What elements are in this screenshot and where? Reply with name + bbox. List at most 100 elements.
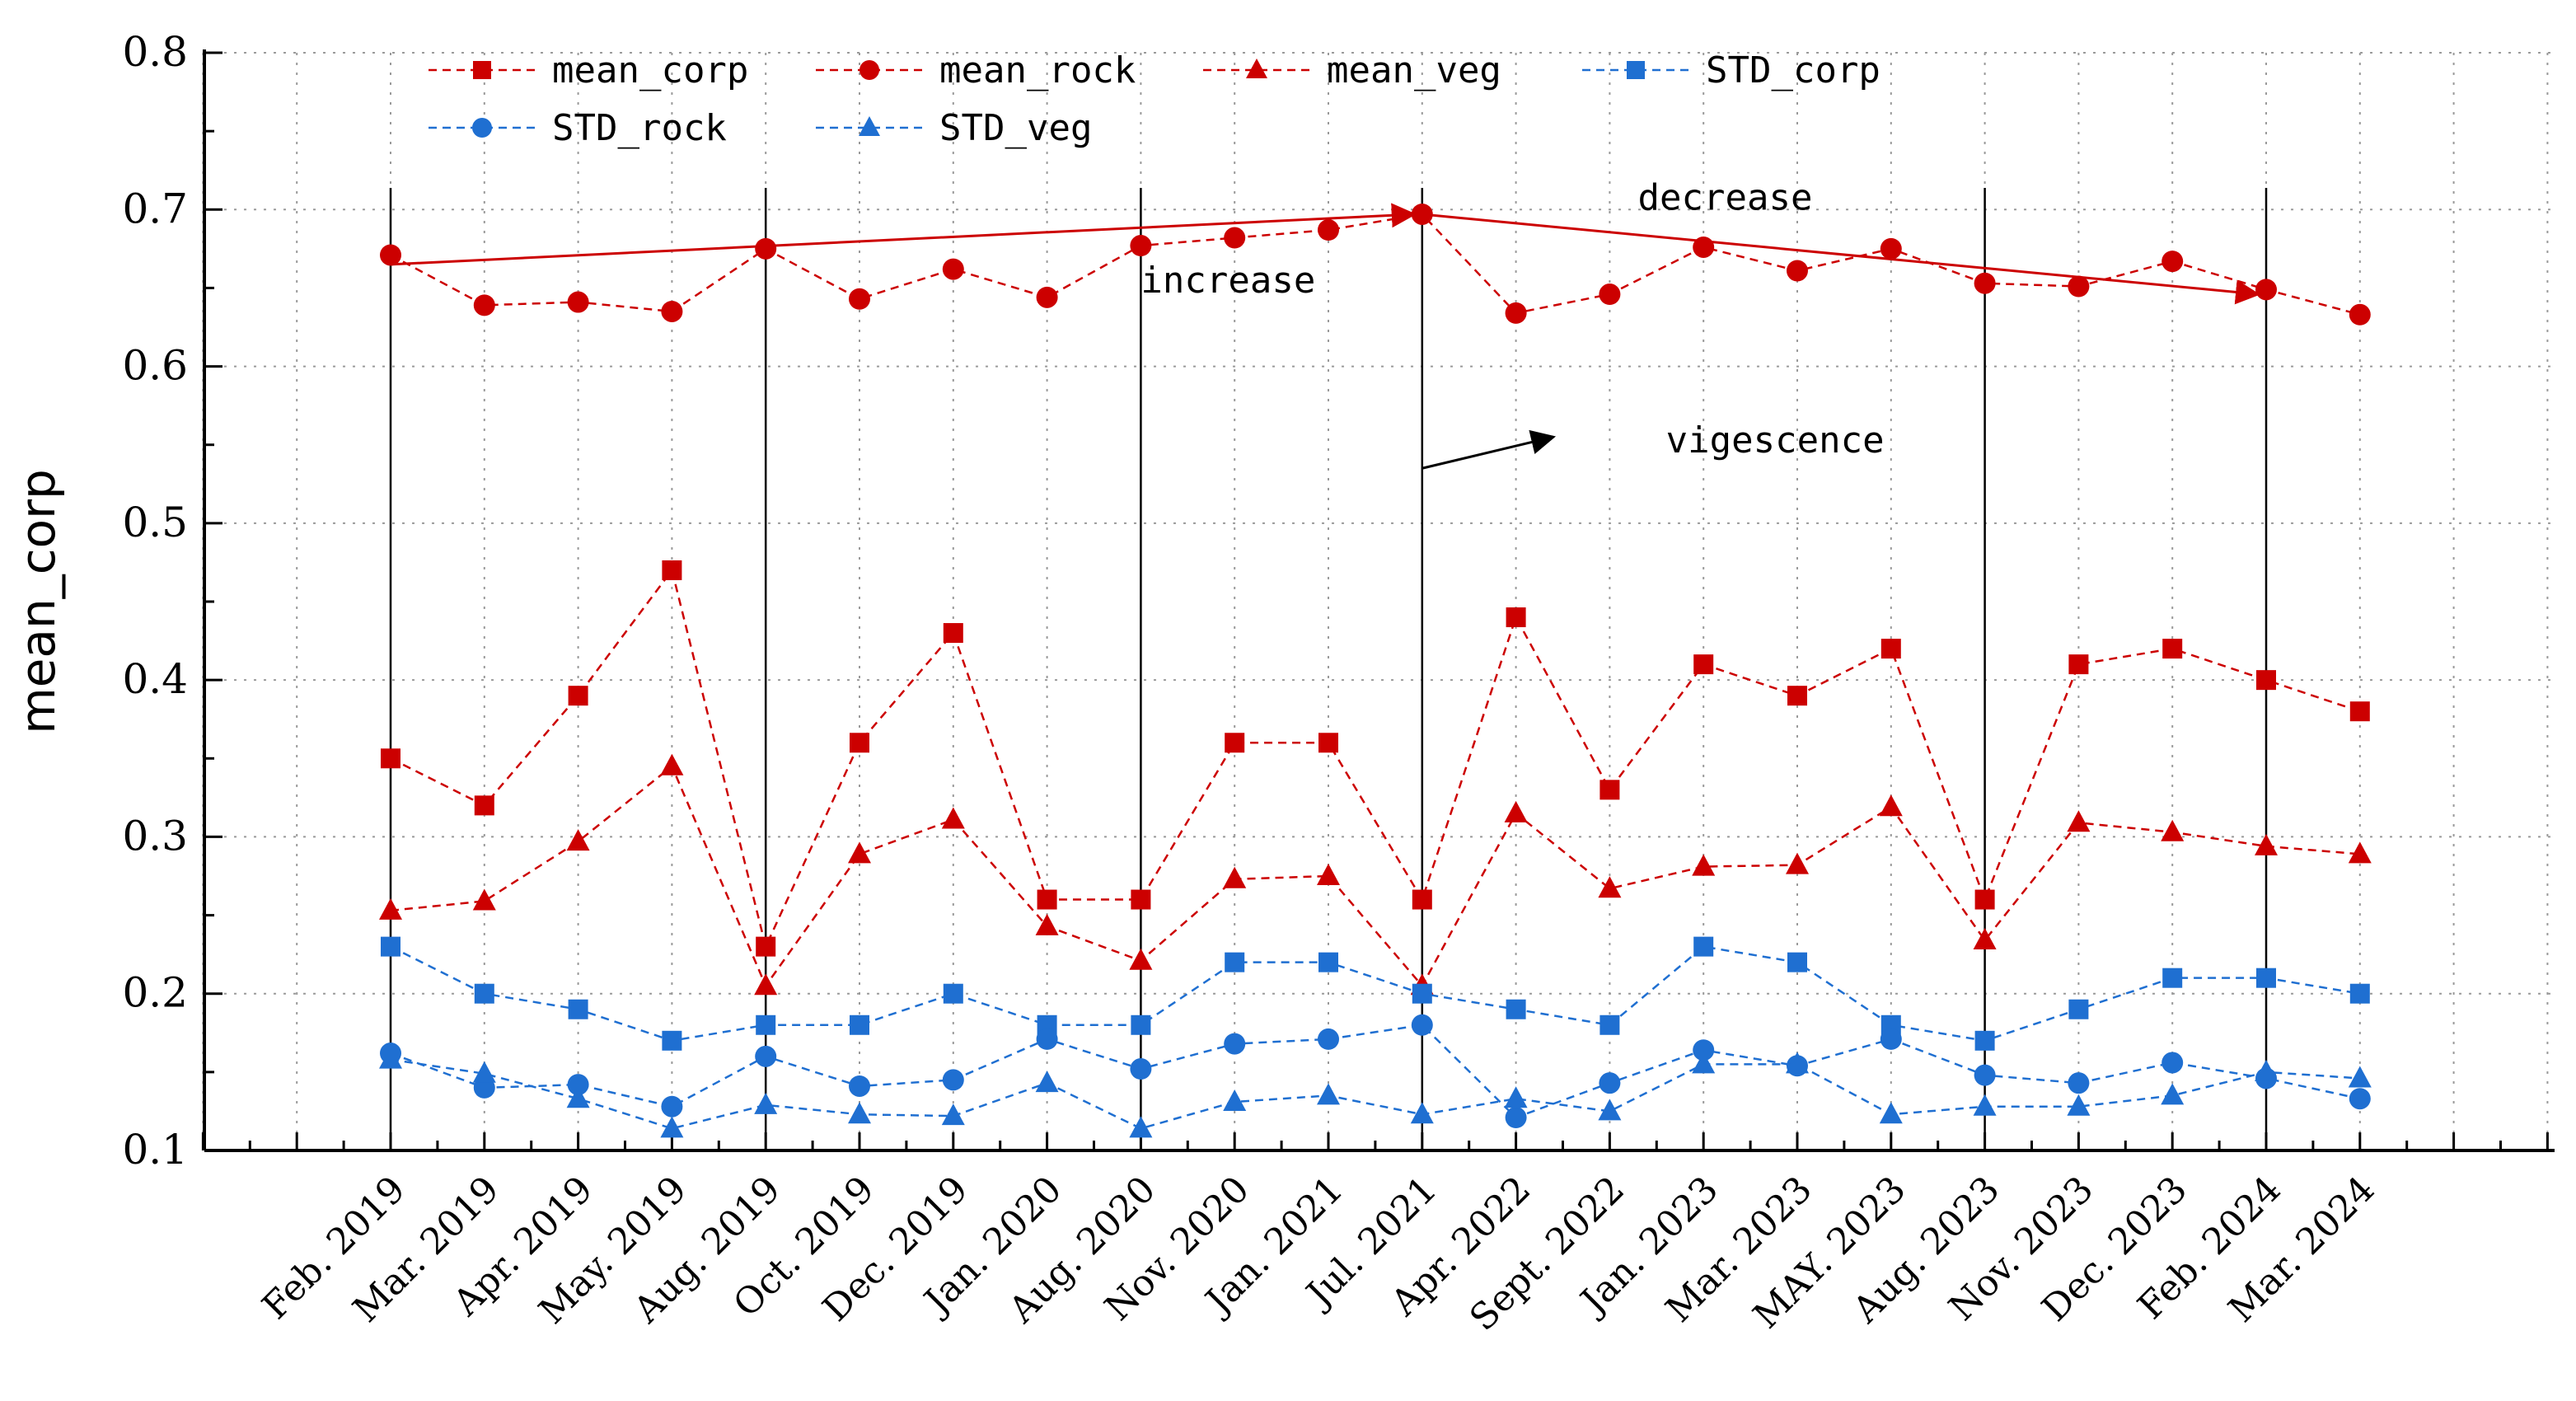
data-point-mean-veg [1598,876,1622,898]
data-point-std-veg [472,1061,496,1083]
legend-marker-std-corp [1627,61,1645,79]
data-point-std-corp [2256,968,2276,988]
data-point-mean-veg [1035,913,1059,935]
data-point-mean-corp [381,748,400,769]
annotations: increase decrease vigescence [1140,176,1884,462]
legend-label-mean-rock: mean_rock [939,49,1136,91]
series [379,203,2372,1138]
data-point-std-rock [1880,1028,1902,1050]
data-point-mean-corp [1880,639,1901,659]
data-point-mean-veg [660,753,684,775]
y-tick-label: 0.6 [122,342,188,390]
data-point-std-veg [660,1116,684,1138]
data-point-std-corp [1318,952,1338,972]
legend-marker-mean-rock [859,60,879,80]
data-point-std-veg [1879,1102,1903,1124]
data-point-mean-corp [1037,889,1057,910]
data-point-std-veg [2067,1094,2091,1116]
data-point-mean-rock [1693,236,1715,258]
data-point-mean-veg [2161,819,2185,841]
series-line-mean-corp [390,568,2361,950]
data-point-mean-corp [756,936,776,957]
series-std-corp [381,936,2370,1051]
axes [201,49,2555,1152]
data-point-mean-rock [942,258,964,280]
data-point-std-rock [1130,1058,1152,1080]
data-point-std-rock [1693,1039,1715,1061]
data-point-std-veg [1317,1083,1340,1105]
y-tick-labels: 0.1 0.2 0.3 0.4 0.5 0.6 0.7 0.8 [122,28,188,1174]
data-point-std-corp [1412,983,1432,1004]
data-point-std-corp [662,1030,682,1051]
data-point-mean-corp [474,795,494,816]
y-tick-label: 0.2 [122,969,188,1017]
data-point-mean-veg [379,897,402,920]
legend-item-mean-rock: mean_rock [816,49,1136,91]
legend-label-std-veg: STD_veg [939,107,1092,149]
data-point-mean-veg [848,841,871,864]
data-point-mean-veg [1973,928,1997,950]
legend-marker-std-rock [472,118,492,138]
data-point-mean-rock [567,291,589,313]
data-point-mean-rock [2068,275,2090,298]
data-point-mean-veg [1786,852,1809,874]
data-point-mean-corp [1506,607,1526,628]
data-point-mean-veg [2348,841,2372,864]
data-point-std-rock [1974,1064,1996,1086]
data-point-mean-corp [1787,686,1807,706]
data-point-mean-corp [2068,654,2089,675]
data-point-mean-rock [2349,303,2371,326]
period-separators [389,188,2268,1150]
legend-item-mean-veg: mean_veg [1203,49,1501,91]
data-point-std-corp [1131,1014,1151,1035]
data-point-std-rock [1224,1033,1246,1055]
data-point-mean-rock [1880,237,1902,260]
data-point-mean-veg [941,807,965,829]
y-tick-label: 0.3 [122,812,188,860]
data-point-mean-rock [1130,235,1152,257]
y-axis-label: mean_corp [10,469,66,734]
data-point-std-rock [2068,1072,2090,1094]
series-mean-corp [381,560,2370,957]
data-point-mean-rock [1599,283,1621,306]
data-point-mean-rock [2255,279,2277,301]
data-point-mean-corp [1599,780,1620,800]
data-point-std-veg [2255,1059,2278,1081]
data-point-mean-rock [1224,227,1246,249]
data-point-std-corp [1506,999,1526,1019]
legend-label-mean-veg: mean_veg [1327,49,1501,91]
data-point-std-veg [1410,1102,1434,1124]
data-point-std-veg [379,1047,402,1069]
data-point-mean-corp [943,623,963,644]
data-point-std-corp [2068,999,2089,1019]
data-point-std-veg [2348,1066,2372,1088]
data-point-mean-rock [1505,302,1527,324]
legend-label-std-corp: STD_corp [1706,49,1880,91]
data-point-std-corp [474,983,494,1004]
data-point-std-veg [1598,1099,1622,1121]
pointer-arrow-vigescence [1421,429,1557,470]
data-point-mean-rock [1318,219,1339,241]
data-point-std-rock [1599,1072,1621,1094]
data-point-mean-corp [2256,670,2276,691]
y-tick-label: 0.4 [122,655,188,703]
series-std-veg [379,1047,2372,1138]
data-point-mean-corp [2349,701,2370,722]
data-point-std-veg [1035,1071,1059,1093]
series-mean-rock [380,203,2371,326]
data-point-std-rock [1411,1014,1433,1036]
series-line-std-veg [390,1058,2360,1130]
data-point-mean-rock [1411,203,1433,225]
series-line-mean-rock [390,213,2361,316]
legend-item-std-rock: STD_rock [429,107,727,149]
y-tick-label: 0.1 [122,1126,188,1174]
data-point-std-rock [567,1074,589,1096]
legend-marker-mean-corp [473,61,491,79]
y-tick-label: 0.8 [122,28,188,76]
data-point-std-corp [2349,983,2370,1004]
data-point-mean-veg [1692,854,1716,876]
grid [202,52,2555,1150]
annotation-decrease: decrease [1638,176,1813,218]
